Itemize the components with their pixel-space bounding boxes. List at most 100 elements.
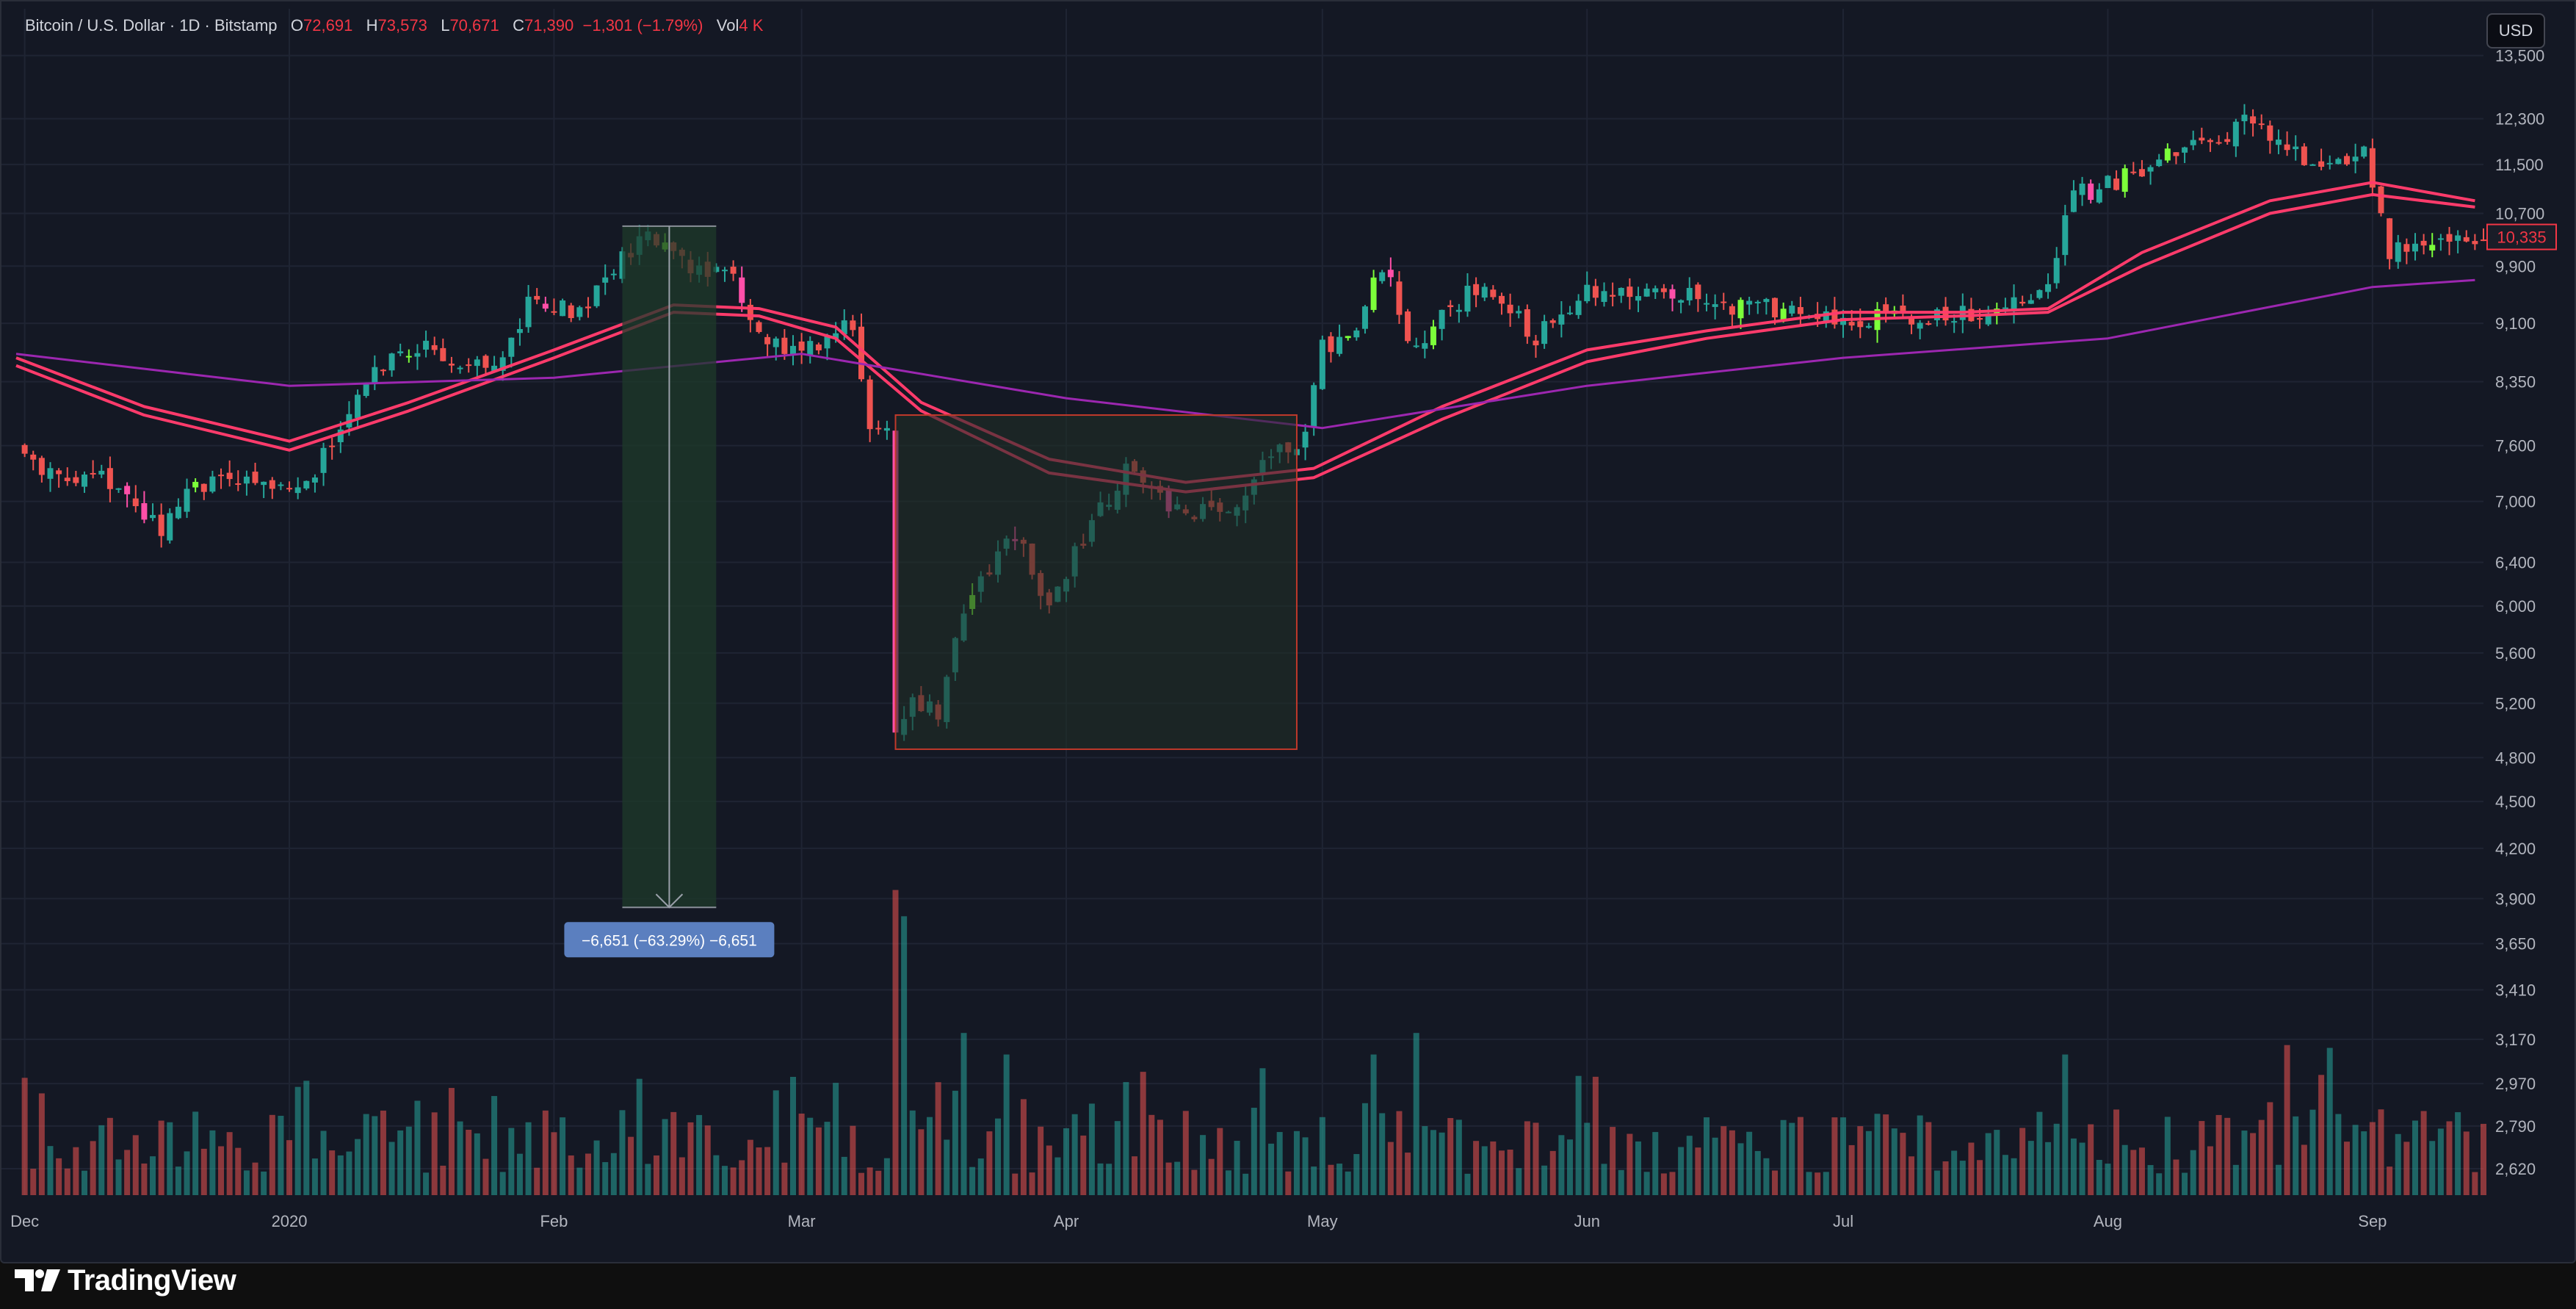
volume-bar	[56, 1158, 62, 1195]
candle-down	[2130, 171, 2137, 173]
volume-bar	[1592, 1076, 1599, 1195]
volume-bar	[2088, 1124, 2094, 1195]
candle-down	[2224, 139, 2231, 143]
candle-up	[1566, 312, 1573, 314]
candle-up	[2361, 146, 2367, 157]
candle-up	[1763, 299, 1770, 303]
candle-down	[534, 295, 540, 300]
candle-up	[1933, 309, 1940, 320]
chart-canvas[interactable]: −6,651 (−63.29%) −6,651 13,500 12,300 11,50…	[1, 1, 2576, 1265]
measure-label-text: −6,651 (−63.29%) −6,651	[582, 932, 757, 949]
candle-up	[2395, 242, 2401, 262]
candle-up	[388, 353, 395, 371]
volume-bar	[525, 1122, 532, 1195]
volume-bar	[2241, 1130, 2248, 1195]
volume-bar	[1088, 1103, 1095, 1195]
volume-bar	[516, 1153, 523, 1195]
candle-up	[115, 488, 122, 490]
volume-bar	[124, 1150, 131, 1195]
volume-bar	[2318, 1075, 2325, 1195]
volume-bar	[2027, 1141, 2034, 1195]
candle-up	[610, 273, 617, 275]
candle-up	[560, 300, 566, 317]
candle-down	[2284, 144, 2290, 151]
volume-bar	[1242, 1173, 1249, 1195]
volume-bar	[1182, 1111, 1189, 1195]
candle-up	[2045, 284, 2052, 292]
volume-bar	[1012, 1173, 1019, 1195]
candle-up	[2309, 164, 2316, 166]
candle-down	[466, 364, 472, 367]
volume-bar	[90, 1141, 96, 1195]
volume-bar	[1575, 1075, 1582, 1195]
volume-bar	[1157, 1119, 1163, 1195]
volume-bar	[1635, 1141, 1641, 1195]
candle-down	[226, 472, 233, 480]
candle-down	[448, 364, 455, 366]
currency-button[interactable]: USD	[2486, 13, 2545, 48]
volume-bar	[542, 1110, 549, 1195]
volume-bar	[1208, 1158, 1215, 1195]
legend-symbol[interactable]: Bitcoin / U.S. Dollar · 1D · Bitstamp	[25, 16, 278, 35]
volume-bar	[960, 1033, 967, 1195]
volume-bar	[184, 1151, 190, 1195]
brand-footer[interactable]: TradingView	[15, 1262, 236, 1299]
candle-up	[1823, 311, 1829, 322]
volume-bar	[551, 1132, 557, 1195]
ohlc-legend: Bitcoin / U.S. Dollar · 1D · Bitstamp O7…	[25, 16, 763, 35]
candle-up	[1865, 325, 1872, 328]
volume-bar	[909, 1110, 916, 1195]
volume-bar	[1712, 1137, 1718, 1195]
candle-up	[2011, 297, 2017, 312]
candle-up	[1712, 304, 1718, 307]
candle-up	[2147, 167, 2154, 172]
candle-up	[355, 394, 361, 418]
candle-up	[525, 296, 532, 328]
candle-down	[269, 480, 275, 489]
candle-up	[1541, 321, 1548, 345]
candle-up	[2429, 245, 2436, 250]
candle-down	[30, 454, 37, 460]
volume-bar	[1422, 1126, 1428, 1195]
chart-panel[interactable]: −6,651 (−63.29%) −6,651 13,500 12,300 11,50…	[0, 0, 2576, 1263]
volume-bar	[1038, 1126, 1044, 1195]
volume-bar	[730, 1167, 737, 1195]
price-axis-tick-label: 11,500	[2495, 156, 2544, 174]
volume-bar	[2361, 1131, 2367, 1195]
candle-up	[2070, 190, 2077, 212]
candle-down	[1490, 289, 1497, 298]
volume-bar	[789, 1076, 796, 1195]
volume-bar	[167, 1122, 173, 1195]
volume-bar	[1293, 1130, 1300, 1195]
volume-bar	[1627, 1133, 1633, 1195]
candle-down	[1592, 286, 1599, 298]
volume-bar	[883, 1158, 890, 1195]
candle-up	[337, 429, 344, 442]
candle-up	[2352, 156, 2359, 162]
price-axis-tick-label: 7,000	[2495, 493, 2536, 511]
candle-up	[278, 484, 284, 486]
candle-down	[2378, 186, 2384, 214]
candle-up	[167, 513, 173, 541]
candle-down	[1729, 306, 1735, 315]
candle-up	[1439, 309, 1445, 329]
volume-bar	[833, 1083, 839, 1195]
candle-up	[2027, 300, 2034, 304]
volume-bar	[2335, 1114, 2342, 1195]
candle-up	[2275, 140, 2282, 145]
volume-bar	[150, 1156, 156, 1195]
candle-up	[2079, 183, 2085, 195]
candle-down	[235, 483, 242, 486]
volume-bar	[2293, 1116, 2299, 1195]
candle-up	[833, 333, 839, 339]
candle-down	[38, 458, 45, 475]
volume-bar	[1379, 1113, 1386, 1195]
volume-bar	[1823, 1172, 1829, 1195]
legend-open-value: 72,691	[303, 16, 353, 35]
candle-up	[1601, 291, 1607, 303]
volume-bar	[2258, 1119, 2265, 1195]
volume-bar	[1516, 1168, 1522, 1195]
candle-up	[457, 367, 463, 369]
volume-bar	[1815, 1172, 1821, 1195]
volume-bar	[2062, 1054, 2069, 1195]
